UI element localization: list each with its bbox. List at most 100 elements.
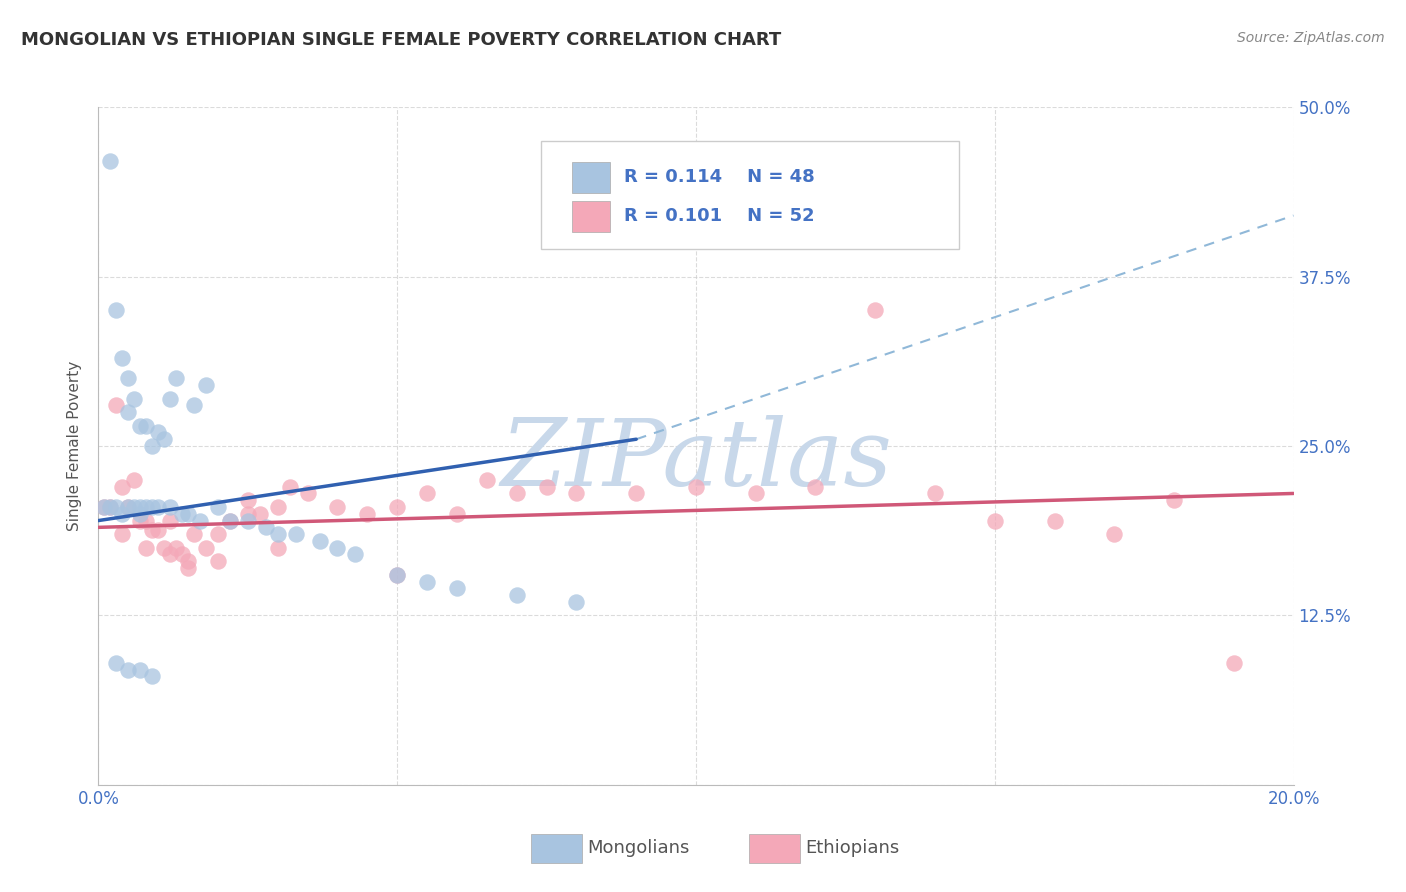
Point bbox=[153, 541, 176, 555]
Point bbox=[135, 514, 157, 528]
Point bbox=[284, 527, 307, 541]
Point bbox=[236, 514, 259, 528]
Point bbox=[117, 371, 139, 385]
Point bbox=[254, 520, 277, 534]
Point bbox=[207, 500, 229, 514]
Text: ZIPatlas: ZIPatlas bbox=[501, 415, 891, 505]
Text: R = 0.114    N = 48: R = 0.114 N = 48 bbox=[624, 168, 815, 186]
Point bbox=[626, 486, 648, 500]
Point bbox=[105, 303, 128, 318]
Point bbox=[1223, 656, 1246, 670]
Point bbox=[105, 500, 128, 514]
Point bbox=[177, 554, 200, 568]
Point bbox=[308, 533, 330, 548]
Point bbox=[98, 500, 122, 514]
Point bbox=[105, 656, 128, 670]
Point bbox=[446, 507, 468, 521]
Point bbox=[129, 507, 152, 521]
Point bbox=[1163, 493, 1185, 508]
Point bbox=[111, 351, 134, 365]
Point bbox=[446, 582, 468, 596]
Point bbox=[153, 432, 176, 446]
Point bbox=[385, 567, 409, 582]
Text: MONGOLIAN VS ETHIOPIAN SINGLE FEMALE POVERTY CORRELATION CHART: MONGOLIAN VS ETHIOPIAN SINGLE FEMALE POV… bbox=[21, 31, 782, 49]
Point bbox=[177, 507, 200, 521]
Point bbox=[135, 418, 157, 433]
Point bbox=[141, 669, 163, 683]
Point bbox=[129, 418, 152, 433]
Point bbox=[385, 567, 409, 582]
Point bbox=[117, 500, 139, 514]
Point bbox=[111, 507, 134, 521]
Point bbox=[745, 486, 768, 500]
Point bbox=[924, 486, 946, 500]
Point bbox=[219, 514, 242, 528]
Point bbox=[685, 480, 707, 494]
Point bbox=[124, 392, 146, 406]
Point bbox=[148, 425, 170, 440]
Point bbox=[98, 500, 122, 514]
Point bbox=[124, 473, 146, 487]
Point bbox=[267, 527, 290, 541]
Point bbox=[148, 523, 170, 537]
Point bbox=[236, 507, 259, 521]
FancyBboxPatch shape bbox=[572, 162, 610, 194]
Point bbox=[172, 507, 194, 521]
Point bbox=[565, 595, 588, 609]
Text: Mongolians: Mongolians bbox=[588, 839, 690, 857]
Point bbox=[135, 541, 157, 555]
FancyBboxPatch shape bbox=[572, 201, 610, 232]
Point bbox=[117, 663, 139, 677]
Point bbox=[129, 500, 152, 514]
Text: R = 0.101    N = 52: R = 0.101 N = 52 bbox=[624, 207, 815, 225]
Point bbox=[506, 588, 529, 602]
Point bbox=[148, 500, 170, 514]
Point bbox=[93, 500, 115, 514]
Text: Source: ZipAtlas.com: Source: ZipAtlas.com bbox=[1237, 31, 1385, 45]
Point bbox=[141, 500, 163, 514]
Point bbox=[98, 154, 122, 169]
Point bbox=[124, 500, 146, 514]
Point bbox=[865, 303, 887, 318]
Point bbox=[207, 554, 229, 568]
Point bbox=[135, 500, 157, 514]
Text: Ethiopians: Ethiopians bbox=[806, 839, 900, 857]
Point bbox=[297, 486, 319, 500]
Point bbox=[416, 486, 439, 500]
Point bbox=[195, 378, 218, 392]
Point bbox=[804, 480, 827, 494]
Y-axis label: Single Female Poverty: Single Female Poverty bbox=[67, 361, 83, 531]
Point bbox=[267, 500, 290, 514]
Point bbox=[129, 663, 152, 677]
Point bbox=[165, 541, 187, 555]
Point bbox=[506, 486, 529, 500]
Point bbox=[159, 514, 181, 528]
Point bbox=[111, 480, 134, 494]
Point bbox=[219, 514, 242, 528]
Point bbox=[278, 480, 301, 494]
Point bbox=[141, 439, 163, 453]
Point bbox=[385, 500, 409, 514]
Point bbox=[326, 500, 349, 514]
Point bbox=[416, 574, 439, 589]
Point bbox=[207, 527, 229, 541]
Point bbox=[117, 405, 139, 419]
Point bbox=[267, 541, 290, 555]
Point bbox=[172, 548, 194, 562]
Point bbox=[249, 507, 271, 521]
Point bbox=[188, 514, 211, 528]
Point bbox=[984, 514, 1007, 528]
Point bbox=[565, 486, 588, 500]
Point bbox=[159, 500, 181, 514]
Point bbox=[195, 541, 218, 555]
Point bbox=[1043, 514, 1066, 528]
Point bbox=[183, 527, 205, 541]
Point bbox=[159, 548, 181, 562]
Point bbox=[165, 371, 187, 385]
Point bbox=[105, 398, 128, 412]
Point bbox=[356, 507, 378, 521]
Point bbox=[141, 523, 163, 537]
Point bbox=[344, 548, 367, 562]
FancyBboxPatch shape bbox=[541, 141, 959, 250]
Point bbox=[1104, 527, 1126, 541]
